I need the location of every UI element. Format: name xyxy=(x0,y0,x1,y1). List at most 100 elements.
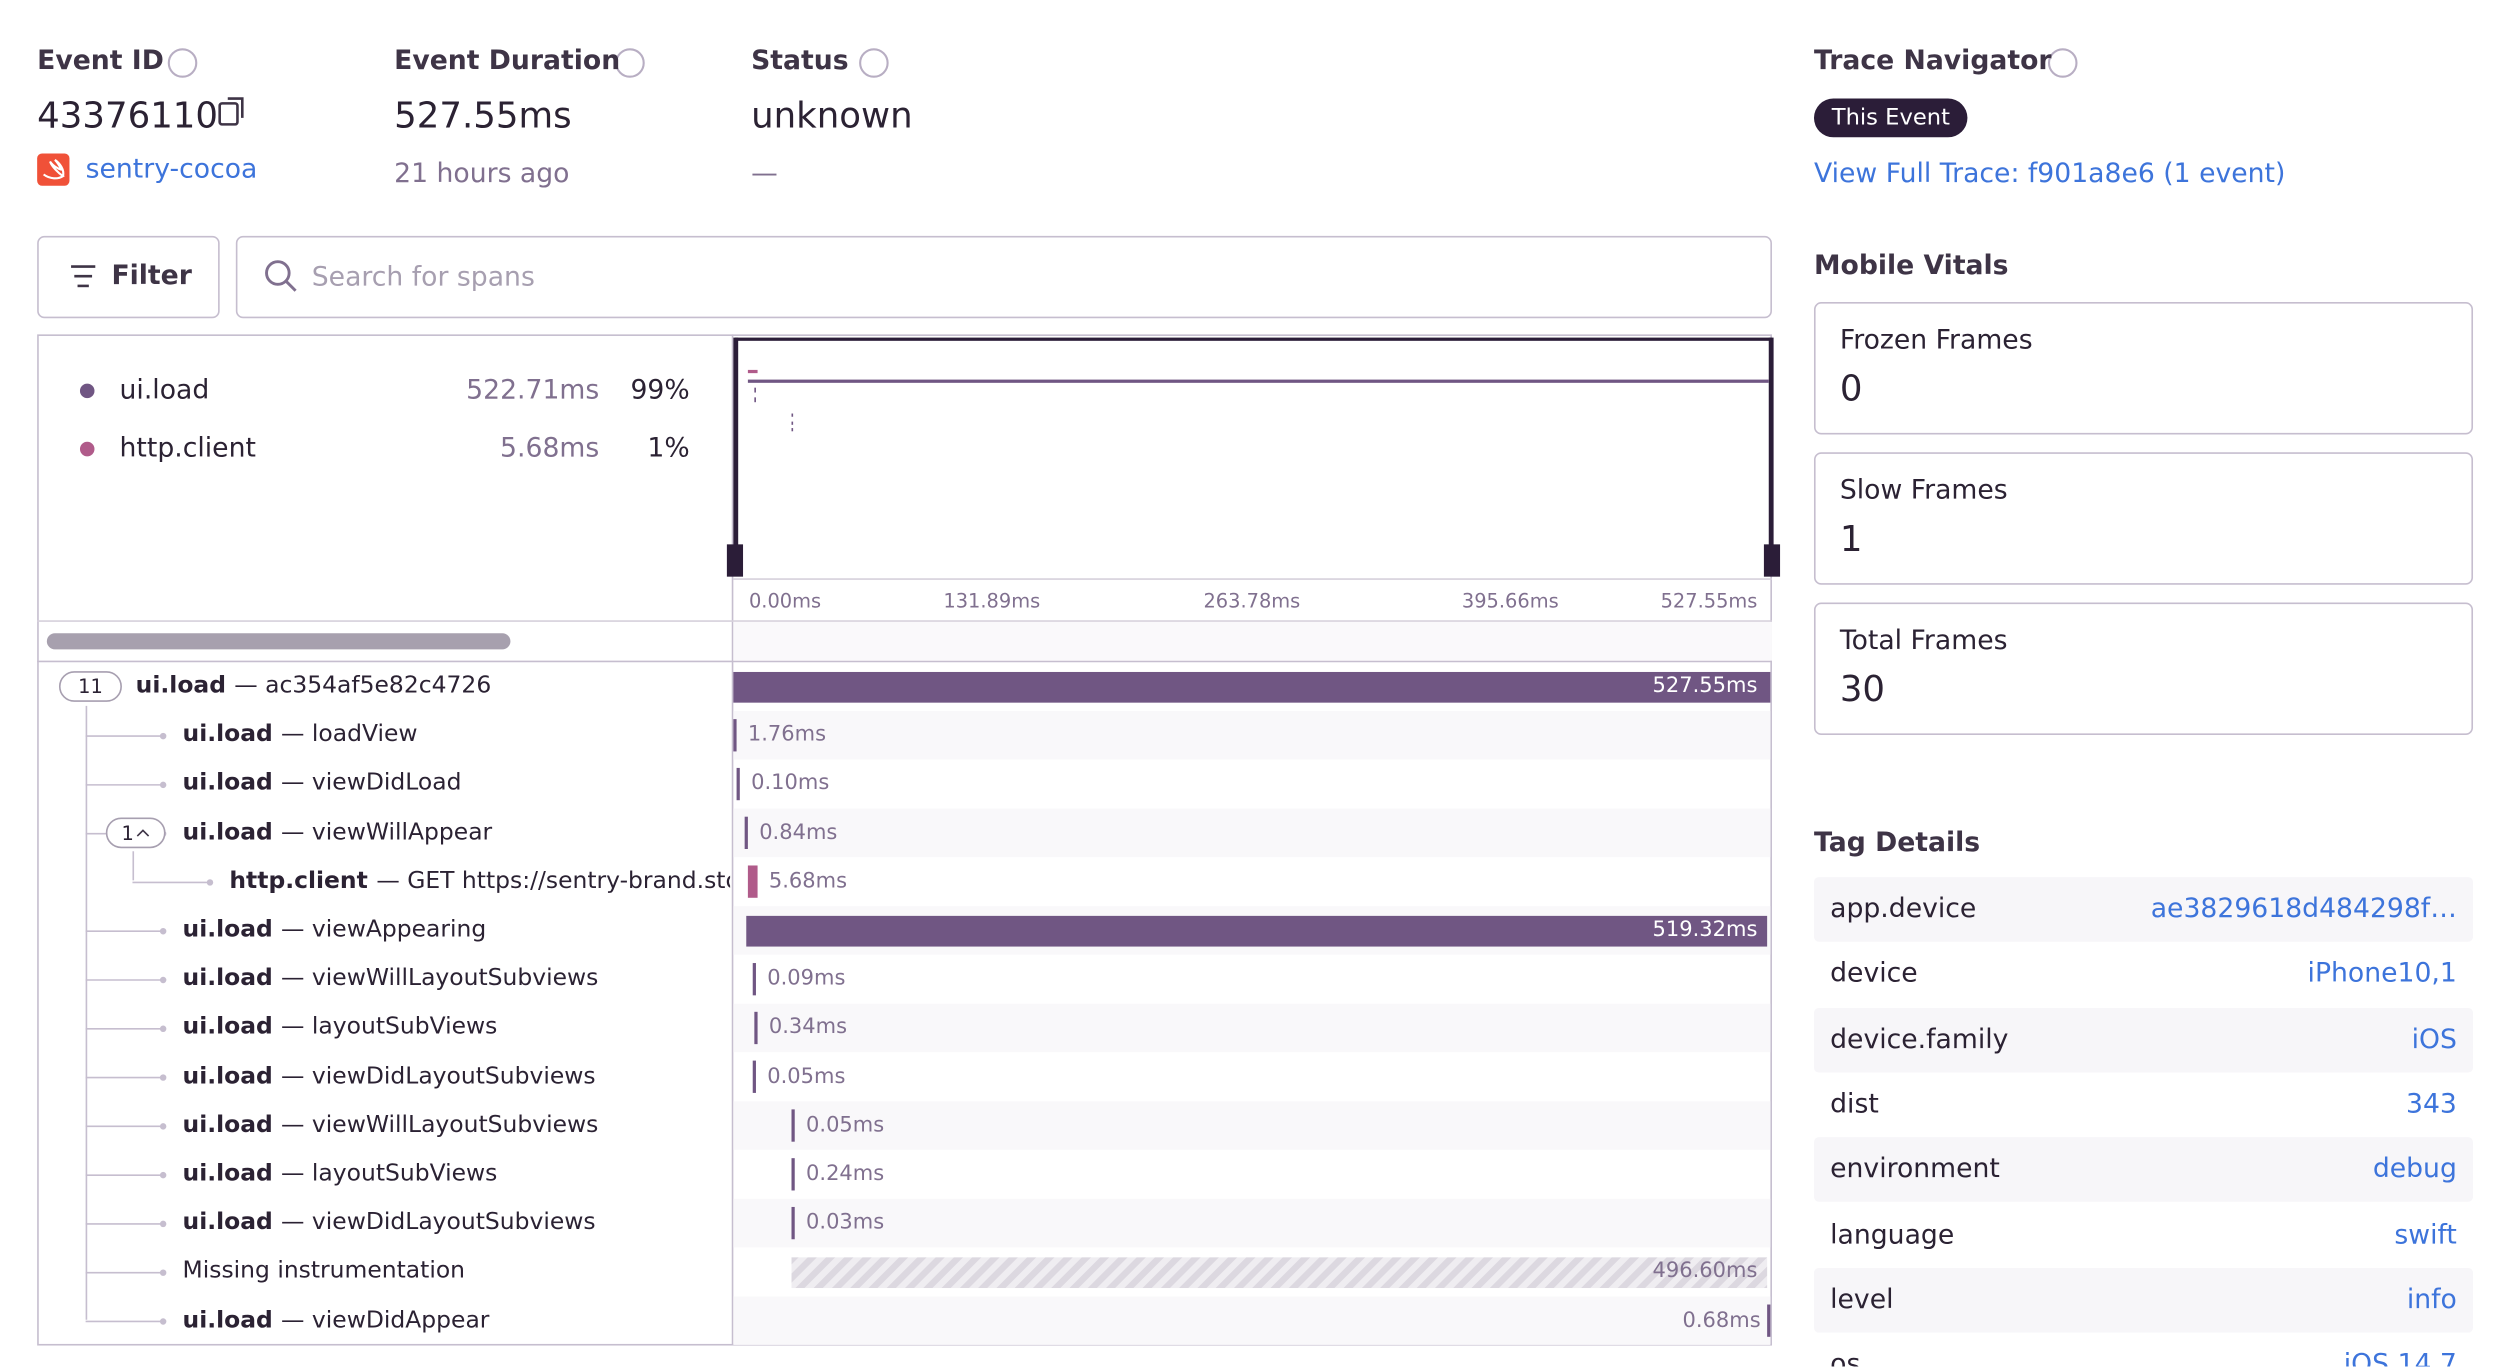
span-duration: 1.76ms xyxy=(747,723,827,748)
span-duration: 0.03ms xyxy=(806,1210,885,1236)
span-duration: 527.55ms xyxy=(1652,674,1758,699)
project-link[interactable]: sentry-cocoa xyxy=(85,153,258,184)
span-description: — viewDidAppear xyxy=(281,1307,490,1334)
tick-label: 395.66ms xyxy=(1461,589,1559,613)
span-bar xyxy=(754,1011,758,1045)
span-bar xyxy=(791,1109,795,1142)
vital-label: Frozen Frames xyxy=(1839,324,2033,355)
tag-value-link[interactable]: iPhone10,1 xyxy=(2307,957,2457,989)
tree-dot xyxy=(159,1318,167,1325)
span-op: ui.load xyxy=(182,965,273,992)
span-description: — viewWillAppear xyxy=(281,819,493,846)
op-percent: 1% xyxy=(647,432,690,464)
row-bg xyxy=(1813,1137,2474,1203)
tick-label: 0.00ms xyxy=(748,589,822,613)
toggle xyxy=(58,671,122,702)
tree-dot xyxy=(206,879,214,886)
span-duration: 0.05ms xyxy=(767,1064,846,1089)
row-bg xyxy=(1813,1007,2474,1072)
tree-dot xyxy=(159,1171,167,1179)
row-bg xyxy=(733,1003,1771,1053)
caret xyxy=(136,829,150,837)
tag-value-link[interactable]: ae3829618d484298f… xyxy=(2150,892,2457,924)
search-input[interactable]: Search for spans xyxy=(311,261,535,292)
tag-key: level xyxy=(1830,1283,1894,1315)
tree-dot xyxy=(159,976,167,984)
span-description: — loadView xyxy=(281,721,418,748)
tag-key: language xyxy=(1830,1218,1955,1250)
event-id: 43376110 xyxy=(37,96,219,138)
row-bg xyxy=(1813,877,2474,942)
span-bar xyxy=(747,865,758,898)
tag-key: device.family xyxy=(1830,1023,2009,1054)
filter-button[interactable]: Filter xyxy=(111,259,192,291)
span-bar xyxy=(791,1257,1768,1289)
op-percent: 99% xyxy=(630,374,690,406)
tree-dot xyxy=(159,927,167,935)
span-op: ui.load xyxy=(182,819,273,846)
tag-key: environment xyxy=(1830,1153,2000,1184)
span-op: ui.load xyxy=(182,721,273,748)
row-bg xyxy=(1813,1267,2474,1333)
span-op: ui.load xyxy=(182,1063,273,1090)
op-duration: 5.68ms xyxy=(500,432,600,464)
span-label: Missing instrumentation xyxy=(182,1258,466,1285)
span-bar xyxy=(791,1206,795,1240)
tag-value-link[interactable]: info xyxy=(2406,1283,2457,1315)
span-description: — GET https://sentry-brand.storage xyxy=(376,869,730,894)
trace-link[interactable]: View Full Trace: f901a8e6 (1 event) xyxy=(1813,157,2286,189)
span-op: ui.load xyxy=(182,1014,273,1041)
tree-dot xyxy=(159,1074,167,1081)
tick-label: 131.89ms xyxy=(943,589,1041,613)
tree-dot xyxy=(159,1269,167,1276)
span-op: ui.load xyxy=(182,1209,273,1236)
op-name: ui.load xyxy=(119,374,210,406)
tree-dot xyxy=(159,1123,167,1130)
label: Event ID xyxy=(37,44,164,76)
tree-dot xyxy=(159,1220,167,1228)
row-bg xyxy=(733,711,1771,760)
vital-value: 1 xyxy=(1839,520,1863,561)
span-op: ui.load xyxy=(182,1307,273,1334)
row-bg xyxy=(733,808,1771,858)
tree-dot xyxy=(159,732,167,740)
span-description: — layoutSubViews xyxy=(281,1014,498,1041)
tag-value-link[interactable]: debug xyxy=(2372,1153,2457,1184)
span-duration: 0.24ms xyxy=(806,1162,885,1187)
tag-key: device xyxy=(1830,957,1918,989)
span-duration: 496.60ms xyxy=(1652,1259,1758,1284)
tag-value-link[interactable]: swift xyxy=(2394,1218,2457,1250)
toggle xyxy=(105,817,166,849)
span-description: — layoutSubViews xyxy=(281,1160,498,1187)
tag-key: dist xyxy=(1830,1088,1879,1119)
span-duration: 0.05ms xyxy=(806,1113,885,1138)
span-duration: 0.10ms xyxy=(751,771,830,797)
span-bar xyxy=(752,963,756,996)
tag-value-link[interactable]: iOS 14.7 xyxy=(2343,1348,2457,1367)
tick-label: 263.78ms xyxy=(1203,589,1301,613)
duration: 527.55ms xyxy=(394,96,572,138)
timestamp: 21 hours ago xyxy=(394,157,570,189)
span-description: — viewDidLoad xyxy=(281,770,462,797)
vital-label: Slow Frames xyxy=(1839,474,2008,506)
span-duration: 0.68ms xyxy=(1682,1308,1761,1333)
span-bar xyxy=(736,767,740,801)
section-title: Tag Details xyxy=(1813,826,1981,858)
vital-label: Total Frames xyxy=(1839,624,2008,656)
span-duration: 5.68ms xyxy=(768,869,848,894)
status: unknown xyxy=(751,96,913,138)
span-bar xyxy=(1767,1304,1771,1337)
tag-value-link[interactable]: 343 xyxy=(2405,1088,2457,1119)
status-detail: — xyxy=(751,157,778,189)
span-op: ui.load xyxy=(182,770,273,797)
tree-dot xyxy=(159,1025,167,1033)
tag-value-link[interactable]: iOS xyxy=(2411,1023,2457,1054)
span-op: http.client xyxy=(229,868,368,895)
span-description: — ac354af5e82c4726 xyxy=(234,673,492,700)
span-op: ui.load xyxy=(182,1112,273,1139)
row-bg xyxy=(733,1101,1771,1150)
row-bg xyxy=(733,1296,1771,1345)
label: Trace Navigator xyxy=(1813,44,2052,76)
span-duration: 0.09ms xyxy=(767,967,846,992)
